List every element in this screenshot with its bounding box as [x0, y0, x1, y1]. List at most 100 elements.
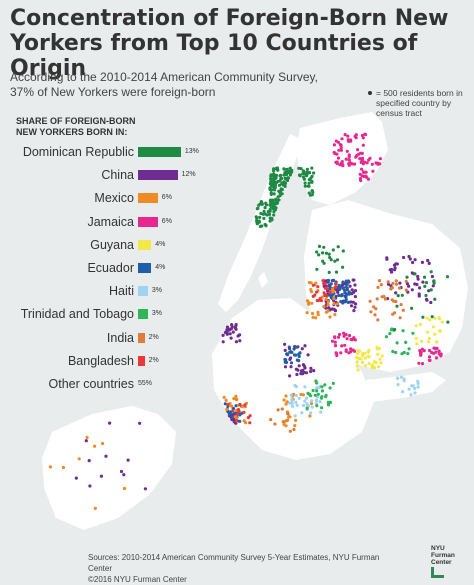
residents-dot — [313, 393, 317, 397]
residents-dot — [272, 188, 276, 192]
residents-dot — [433, 297, 437, 301]
residents-dot — [308, 414, 312, 418]
residents-dot — [338, 143, 342, 147]
residents-dot — [326, 403, 331, 407]
residents-dot — [354, 302, 358, 306]
residents-dot — [353, 283, 357, 287]
share-percent: 6% — [161, 217, 172, 225]
residents-dot — [230, 323, 234, 327]
country-row: Haiti 3% — [0, 283, 162, 299]
bronx-land — [296, 112, 388, 205]
residents-dot — [262, 216, 266, 220]
residents-dot — [358, 172, 362, 176]
residents-dot — [270, 218, 274, 222]
residents-dot — [258, 215, 262, 219]
residents-dot — [407, 347, 411, 351]
residents-dot — [223, 330, 228, 335]
residents-dot — [413, 386, 417, 391]
residents-dot — [74, 476, 78, 480]
country-name: India — [106, 330, 134, 345]
residents-dot — [430, 315, 434, 319]
residents-dot — [260, 202, 264, 206]
residents-dot — [272, 213, 276, 217]
residents-dot — [224, 398, 228, 402]
country-row: Trinidad and Tobago 3% — [0, 306, 162, 322]
country-row: Bangladesh 2% — [0, 353, 159, 369]
residents-dot — [342, 331, 346, 335]
residents-dot — [320, 385, 324, 389]
residents-dot — [393, 311, 397, 315]
residents-dot — [333, 313, 337, 317]
residents-dot — [275, 200, 279, 204]
residents-dot — [323, 286, 328, 290]
residents-dot — [419, 353, 423, 357]
residents-dot — [402, 377, 406, 381]
residents-dot — [432, 279, 436, 283]
residents-dot — [427, 289, 431, 293]
country-name: Ecuador — [87, 261, 134, 275]
residents-dot — [269, 188, 273, 192]
residents-dot — [286, 412, 290, 416]
residents-dot — [316, 395, 320, 399]
share-percent: 2% — [148, 333, 159, 341]
residents-dot — [433, 316, 437, 320]
residents-dot — [378, 357, 382, 361]
share-bar — [138, 263, 152, 273]
residents-dot — [264, 224, 268, 228]
residents-dot — [93, 506, 97, 510]
residents-dot — [283, 171, 287, 175]
share-bar — [138, 309, 148, 320]
residents-dot — [305, 299, 310, 303]
residents-dot — [306, 184, 310, 188]
residents-dot — [294, 393, 298, 398]
residents-dot — [433, 332, 437, 336]
residents-dot — [355, 356, 359, 360]
residents-dot — [126, 458, 130, 462]
residents-dot — [428, 318, 432, 322]
residents-dot — [407, 254, 411, 259]
residents-dot — [357, 349, 362, 353]
residents-dot — [354, 133, 358, 137]
residents-dot — [305, 170, 309, 174]
residents-dot — [368, 299, 372, 303]
residents-dot — [87, 459, 91, 463]
residents-dot — [257, 203, 261, 207]
residents-dot — [292, 347, 296, 351]
residents-dot — [368, 156, 372, 160]
residents-dot — [353, 162, 357, 166]
residents-dot — [310, 166, 314, 170]
residents-dot — [330, 307, 334, 311]
residents-dot — [282, 167, 287, 171]
residents-dot — [336, 245, 340, 249]
residents-dot — [422, 275, 427, 279]
residents-dot — [415, 282, 419, 287]
residents-dot — [314, 399, 319, 403]
residents-dot — [352, 290, 356, 294]
residents-dot — [303, 399, 307, 403]
residents-dot — [310, 189, 314, 193]
residents-dot — [262, 209, 266, 213]
residents-dot — [288, 166, 292, 170]
residents-dot — [328, 386, 332, 390]
subtitle: According to the 2010-2014 American Comm… — [10, 70, 318, 99]
residents-dot — [362, 170, 366, 174]
residents-dot — [294, 345, 298, 349]
residents-dot — [230, 404, 234, 408]
residents-dot — [259, 211, 263, 216]
residents-dot — [322, 304, 326, 309]
dot-legend: = 500 residents born in specified countr… — [368, 88, 472, 118]
share-percent: 55% — [138, 380, 153, 387]
residents-dot — [311, 315, 315, 319]
residents-dot — [394, 291, 398, 295]
residents-dot — [415, 342, 419, 346]
residents-dot — [321, 279, 325, 283]
residents-dot — [407, 387, 411, 391]
residents-dot — [221, 340, 225, 344]
residents-dot — [355, 351, 359, 355]
residents-dot — [352, 309, 356, 313]
residents-dot — [341, 280, 345, 284]
residents-dot — [272, 169, 276, 173]
residents-dot — [294, 367, 298, 371]
residents-dot — [280, 187, 284, 192]
residents-dot — [340, 137, 344, 141]
